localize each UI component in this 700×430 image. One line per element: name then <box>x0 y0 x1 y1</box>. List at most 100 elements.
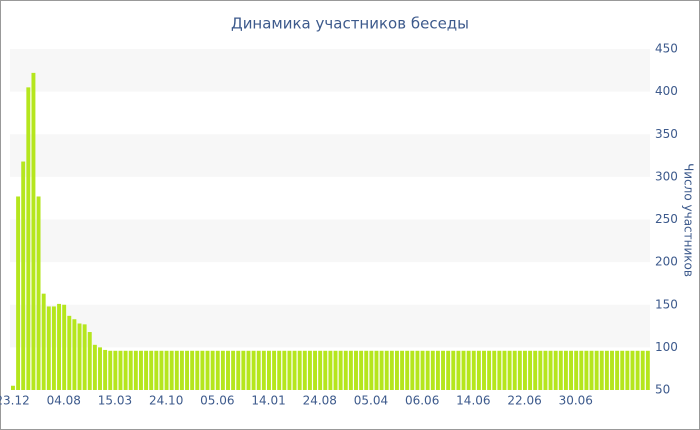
bar <box>51 306 56 390</box>
bar <box>333 350 338 390</box>
x-tick-label: 14.06 <box>456 394 490 408</box>
bar <box>630 350 635 390</box>
bar <box>210 350 215 390</box>
chart-title: Динамика участников беседы <box>231 15 469 33</box>
bar <box>36 196 41 390</box>
bar <box>446 350 451 390</box>
bar <box>41 293 46 390</box>
bar <box>610 350 614 390</box>
bar <box>492 350 497 390</box>
bar <box>466 350 471 390</box>
bar <box>169 350 174 390</box>
bar <box>82 324 87 390</box>
bar <box>174 350 179 390</box>
bar <box>282 350 287 390</box>
bar <box>517 350 522 390</box>
bar <box>645 350 650 390</box>
bar <box>133 350 138 390</box>
bar <box>574 350 579 390</box>
bar <box>343 350 348 390</box>
bar <box>476 350 481 390</box>
bar <box>205 350 210 390</box>
bar <box>57 303 61 390</box>
bar <box>594 350 599 390</box>
bar <box>328 350 333 390</box>
y-tick-label: 50 <box>655 383 670 397</box>
y-tick-label: 100 <box>655 340 678 354</box>
bar <box>200 350 205 390</box>
bar <box>604 350 609 390</box>
x-tick-label: 15.03 <box>98 394 132 408</box>
bar <box>579 350 584 390</box>
bar <box>533 350 538 390</box>
bar <box>635 350 640 390</box>
bar <box>471 350 476 390</box>
bar <box>251 350 256 390</box>
bar <box>154 350 159 390</box>
bar <box>313 350 317 390</box>
bar <box>220 350 225 390</box>
bar <box>589 350 594 390</box>
y-tick-label: 450 <box>655 42 678 56</box>
bar <box>548 350 553 390</box>
bar <box>318 350 323 390</box>
bar <box>430 350 435 390</box>
bar <box>487 350 492 390</box>
bar <box>461 350 466 390</box>
y-tick-label: 350 <box>655 127 678 141</box>
bar <box>359 350 364 390</box>
bar <box>261 350 266 390</box>
bar <box>21 161 26 390</box>
bar <box>108 350 113 390</box>
bar <box>523 350 527 390</box>
x-tick-label: 23.12 <box>0 394 30 408</box>
bar <box>528 350 533 390</box>
bar <box>179 350 184 390</box>
bar <box>98 347 102 390</box>
x-tick-label: 04.08 <box>47 394 81 408</box>
y-tick-label: 400 <box>655 84 678 98</box>
bar <box>354 350 358 390</box>
bar <box>67 315 72 390</box>
bar <box>348 350 353 390</box>
bar <box>31 72 36 391</box>
bar <box>415 350 420 390</box>
bar <box>420 350 425 390</box>
bar <box>558 350 563 390</box>
x-tick-label: 24.08 <box>303 394 337 408</box>
bar <box>215 350 220 390</box>
bar <box>507 350 512 390</box>
bar <box>72 319 77 390</box>
x-tick-label: 22.06 <box>507 394 541 408</box>
bar <box>640 350 645 390</box>
bar <box>128 350 133 390</box>
bar <box>46 306 51 390</box>
bar <box>563 350 568 390</box>
bar <box>302 350 307 390</box>
y-tick-label: 250 <box>655 212 678 226</box>
bar <box>226 350 230 390</box>
bar <box>620 350 625 390</box>
bar <box>144 350 149 390</box>
bar <box>26 87 31 391</box>
y-axis-title: Число участников <box>682 163 696 277</box>
grid-band <box>10 304 650 348</box>
grid-band <box>10 219 650 263</box>
bar <box>277 350 282 390</box>
bar <box>441 350 445 390</box>
bar <box>599 350 604 390</box>
bar <box>502 350 507 390</box>
bar <box>297 350 302 390</box>
bar <box>123 350 128 390</box>
bar <box>482 350 486 390</box>
bar <box>113 350 118 390</box>
y-tick-label: 300 <box>655 169 678 183</box>
bar <box>384 350 389 390</box>
bar <box>615 350 620 390</box>
grid-band <box>10 134 650 177</box>
bar <box>451 350 456 390</box>
bar <box>149 350 154 390</box>
x-tick-label: 30.06 <box>559 394 593 408</box>
bar <box>405 350 410 390</box>
